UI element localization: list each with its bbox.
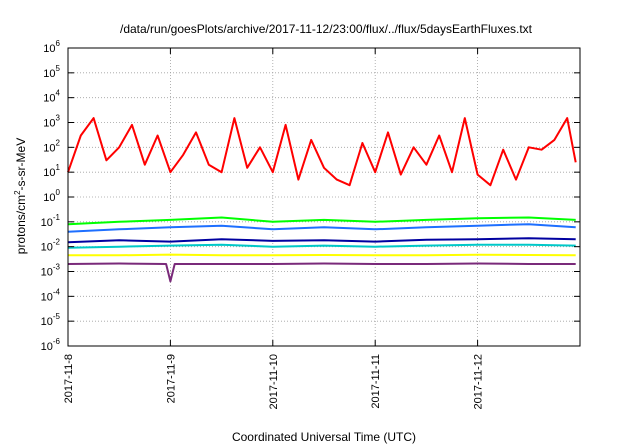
y-tick-label: 102 bbox=[43, 138, 60, 154]
y-tick-base: 10 bbox=[41, 217, 53, 229]
y-tick-label: 100 bbox=[43, 188, 60, 204]
y-tick-label: 10-5 bbox=[41, 312, 61, 328]
y-tick-exponent: -4 bbox=[53, 287, 61, 296]
y-axis-label-prefix: protons/cm bbox=[14, 195, 28, 254]
x-tick-label: 2017-11-11 bbox=[370, 354, 382, 409]
y-tick-exponent: 5 bbox=[56, 64, 61, 73]
series-line-1 bbox=[67, 117, 577, 187]
chart-title: /data/run/goesPlots/archive/2017-11-12/2… bbox=[120, 22, 533, 36]
y-tick-exponent: -1 bbox=[53, 213, 61, 222]
y-tick-label: 10-3 bbox=[41, 263, 61, 279]
y-tick-exponent: -5 bbox=[53, 312, 61, 321]
y-tick-label: 103 bbox=[43, 114, 60, 130]
y-axis-label: protons/cm2-s-sr-MeV bbox=[13, 138, 28, 254]
y-tick-base: 10 bbox=[43, 43, 55, 55]
y-tick-exponent: 3 bbox=[56, 114, 61, 123]
y-tick-base: 10 bbox=[43, 142, 55, 154]
series-line-6 bbox=[68, 253, 576, 257]
y-tick-base: 10 bbox=[41, 341, 53, 353]
series-line-3 bbox=[67, 223, 576, 233]
y-tick-exponent: 2 bbox=[56, 138, 61, 147]
y-tick-label: 10-4 bbox=[41, 287, 61, 303]
y-tick-base: 10 bbox=[41, 316, 53, 328]
y-tick-base: 10 bbox=[43, 93, 55, 105]
series-line-7 bbox=[67, 262, 576, 283]
y-tick-exponent: 4 bbox=[56, 89, 61, 98]
y-tick-exponent: -6 bbox=[53, 337, 61, 346]
y-tick-exponent: -3 bbox=[53, 263, 61, 272]
x-tick-label: 2017-11-8 bbox=[63, 354, 75, 403]
y-tick-label: 10-2 bbox=[41, 238, 61, 254]
y-axis-label-sup: 2 bbox=[13, 190, 22, 195]
y-tick-exponent: 1 bbox=[56, 163, 61, 172]
y-tick-label: 101 bbox=[43, 163, 60, 179]
x-tick-label: 2017-11-12 bbox=[473, 354, 485, 409]
y-axis-label-suffix: -s-sr-MeV bbox=[14, 138, 28, 191]
series-line-2 bbox=[67, 216, 576, 226]
y-tick-base: 10 bbox=[43, 192, 55, 204]
y-tick-exponent: 0 bbox=[56, 188, 61, 197]
y-tick-label: 105 bbox=[43, 64, 60, 80]
y-tick-base: 10 bbox=[41, 267, 53, 279]
series-layer bbox=[67, 117, 577, 283]
y-tick-base: 10 bbox=[43, 68, 55, 80]
y-tick-base: 10 bbox=[41, 291, 53, 303]
grid bbox=[68, 48, 580, 346]
x-axis-ticks: 2017-11-8 2017-11-9 2017-11-10 2017-11-11 20… bbox=[63, 48, 485, 409]
y-axis-ticks: 10-610-510-410-310-210-11001011021031041… bbox=[41, 39, 580, 353]
y-tick-exponent: 6 bbox=[56, 39, 61, 48]
series-line-5 bbox=[67, 237, 576, 244]
x-tick-label: 2017-11-10 bbox=[268, 354, 280, 409]
y-tick-base: 10 bbox=[43, 118, 55, 130]
y-tick-label: 106 bbox=[43, 39, 60, 55]
y-tick-base: 10 bbox=[41, 242, 53, 254]
y-tick-label: 10-6 bbox=[41, 337, 61, 353]
x-tick-label: 2017-11-9 bbox=[165, 354, 177, 403]
y-tick-base: 10 bbox=[43, 167, 55, 179]
series-line-4 bbox=[67, 243, 576, 249]
y-tick-exponent: -2 bbox=[53, 238, 61, 247]
y-tick-label: 104 bbox=[43, 89, 60, 105]
y-tick-label: 10-1 bbox=[41, 213, 61, 229]
x-axis-label: Coordinated Universal Time (UTC) bbox=[232, 430, 416, 444]
